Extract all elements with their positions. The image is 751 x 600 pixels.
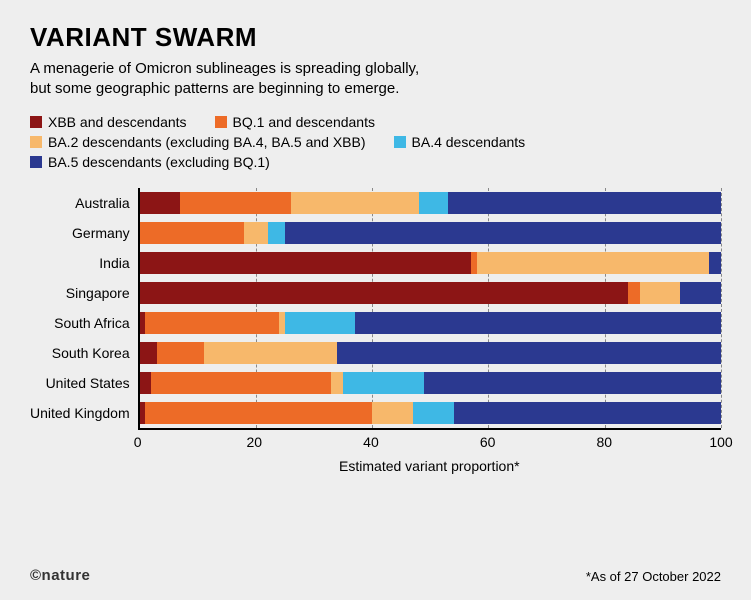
- legend-item: BA.2 descendants (excluding BA.4, BA.5 a…: [30, 134, 366, 150]
- bar-segment: [413, 402, 454, 424]
- y-axis-labels: AustraliaGermanyIndiaSingaporeSouth Afri…: [30, 188, 138, 474]
- stacked-bar: [140, 402, 721, 424]
- bar-segment: [140, 192, 181, 214]
- stacked-bar: [140, 282, 721, 304]
- legend-item: BA.4 descendants: [394, 134, 526, 150]
- legend-swatch: [30, 116, 42, 128]
- stacked-bar: [140, 192, 721, 214]
- bar-segment: [628, 282, 640, 304]
- stacked-bar: [140, 222, 721, 244]
- legend: XBB and descendants BQ.1 and descendants B…: [30, 114, 721, 170]
- plot: [138, 188, 721, 430]
- bar-segment: [285, 312, 355, 334]
- legend-swatch: [30, 156, 42, 168]
- bar-segment: [140, 252, 471, 274]
- footnote: *As of 27 October 2022: [586, 569, 721, 584]
- gridline: [721, 188, 722, 428]
- bar-row: [140, 338, 721, 368]
- bar-row: [140, 188, 721, 218]
- bar-segment: [204, 342, 338, 364]
- bar-segment: [140, 222, 245, 244]
- x-tick: 0: [134, 434, 142, 450]
- bar-segment: [180, 192, 290, 214]
- bar-segment: [140, 342, 157, 364]
- bar-row: [140, 218, 721, 248]
- country-label: Australia: [30, 188, 130, 218]
- country-label: United Kingdom: [30, 398, 130, 428]
- stacked-bar: [140, 312, 721, 334]
- bars-container: [140, 188, 721, 428]
- country-label: South Africa: [30, 308, 130, 338]
- bar-segment: [291, 192, 419, 214]
- stacked-bar: [140, 372, 721, 394]
- country-label: South Korea: [30, 338, 130, 368]
- legend-label: BA.5 descendants (excluding BQ.1): [48, 154, 270, 170]
- bar-segment: [640, 282, 681, 304]
- x-tick: 20: [247, 434, 263, 450]
- bar-segment: [448, 192, 721, 214]
- bar-row: [140, 248, 721, 278]
- x-tick: 60: [480, 434, 496, 450]
- bar-row: [140, 368, 721, 398]
- bar-segment: [477, 252, 710, 274]
- bar-segment: [140, 372, 152, 394]
- bar-segment: [424, 372, 721, 394]
- x-axis-ticks: 020406080100: [138, 434, 721, 456]
- bar-segment: [331, 372, 343, 394]
- bar-segment: [285, 222, 721, 244]
- country-label: United States: [30, 368, 130, 398]
- bar-segment: [454, 402, 721, 424]
- country-label: India: [30, 248, 130, 278]
- x-tick: 40: [363, 434, 379, 450]
- bar-segment: [419, 192, 448, 214]
- bar-segment: [145, 312, 279, 334]
- bar-segment: [709, 252, 721, 274]
- x-tick: 100: [709, 434, 732, 450]
- stacked-bar: [140, 252, 721, 274]
- credit: ©nature: [30, 567, 90, 584]
- legend-swatch: [215, 116, 227, 128]
- bar-segment: [343, 372, 424, 394]
- legend-swatch: [394, 136, 406, 148]
- bar-segment: [151, 372, 331, 394]
- bar-segment: [337, 342, 721, 364]
- bar-segment: [372, 402, 413, 424]
- legend-label: BA.2 descendants (excluding BA.4, BA.5 a…: [48, 134, 366, 150]
- bar-row: [140, 398, 721, 428]
- legend-label: BQ.1 and descendants: [233, 114, 375, 130]
- chart-area: AustraliaGermanyIndiaSingaporeSouth Afri…: [30, 188, 721, 474]
- bar-row: [140, 278, 721, 308]
- legend-item: XBB and descendants: [30, 114, 187, 130]
- legend-item: BQ.1 and descendants: [215, 114, 375, 130]
- bar-segment: [157, 342, 204, 364]
- bar-segment: [268, 222, 285, 244]
- bar-segment: [680, 282, 721, 304]
- bar-segment: [355, 312, 721, 334]
- x-tick: 80: [597, 434, 613, 450]
- bar-segment: [140, 282, 628, 304]
- bar-segment: [145, 402, 372, 424]
- legend-item: BA.5 descendants (excluding BQ.1): [30, 154, 270, 170]
- bar-segment: [244, 222, 267, 244]
- legend-label: BA.4 descendants: [412, 134, 526, 150]
- country-label: Singapore: [30, 278, 130, 308]
- legend-swatch: [30, 136, 42, 148]
- bar-row: [140, 308, 721, 338]
- country-label: Germany: [30, 218, 130, 248]
- x-axis-label: Estimated variant proportion*: [138, 458, 721, 474]
- chart-subtitle: A menagerie of Omicron sublineages is sp…: [30, 59, 721, 100]
- chart-title: VARIANT SWARM: [30, 22, 721, 53]
- stacked-bar: [140, 342, 721, 364]
- legend-label: XBB and descendants: [48, 114, 187, 130]
